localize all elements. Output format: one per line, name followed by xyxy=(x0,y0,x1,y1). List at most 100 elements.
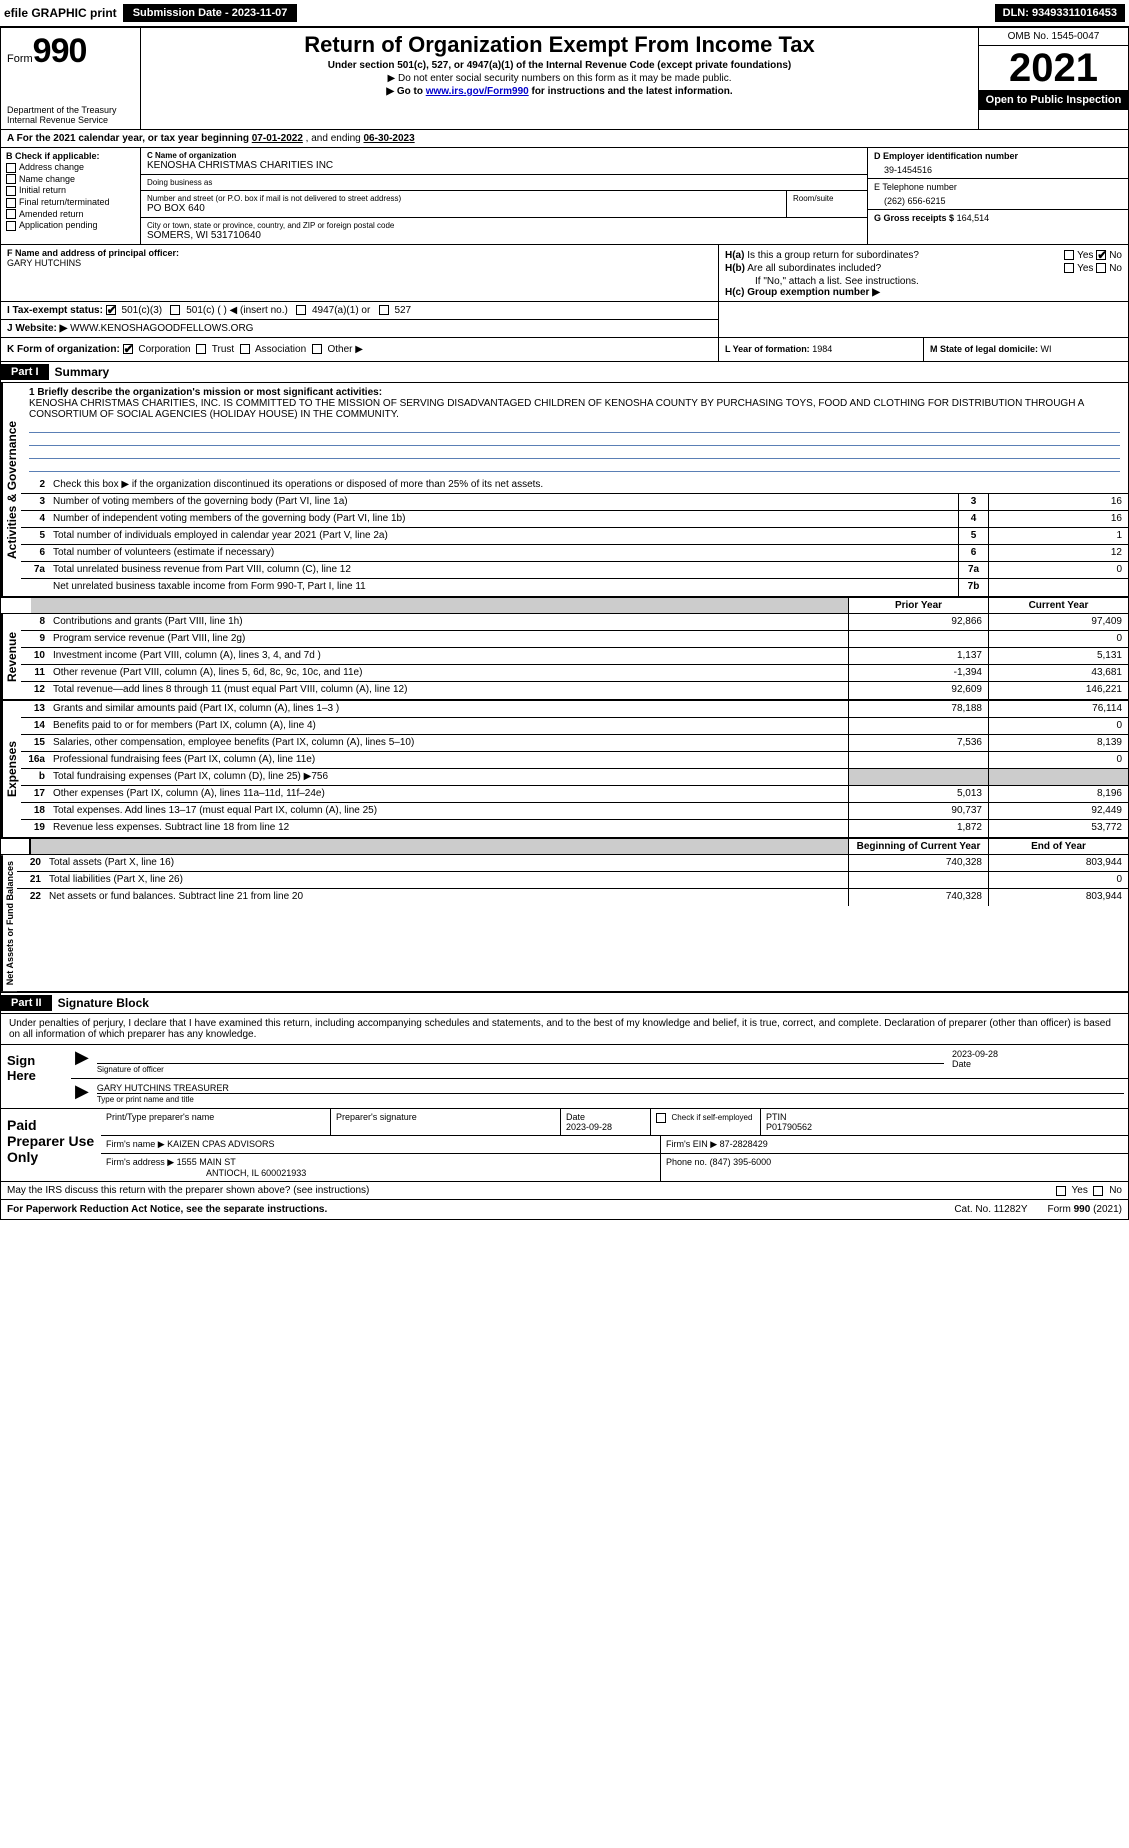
hb-no-lbl: No xyxy=(1109,263,1122,274)
may-discuss-row: May the IRS discuss this return with the… xyxy=(1,1182,1128,1200)
l12t: Total revenue—add lines 8 through 11 (mu… xyxy=(49,682,848,699)
opt-501c3: 501(c)(3) xyxy=(122,305,163,316)
ha-yes[interactable] xyxy=(1064,250,1074,260)
hc-label: H(c) Group exemption number ▶ xyxy=(725,287,1122,298)
chk-other[interactable] xyxy=(312,344,322,354)
firm-addr2: ANTIOCH, IL 600021933 xyxy=(106,1168,306,1178)
l11c: 43,681 xyxy=(988,665,1128,681)
chk-4947[interactable] xyxy=(296,305,306,315)
l12c: 146,221 xyxy=(988,682,1128,699)
l14t: Benefits paid to or for members (Part IX… xyxy=(49,718,848,734)
chk-pending[interactable] xyxy=(6,221,16,231)
gross-label: G Gross receipts $ xyxy=(874,213,954,223)
line-4t: Number of independent voting members of … xyxy=(49,511,958,527)
chk-501c3[interactable] xyxy=(106,305,116,315)
chk-initial[interactable] xyxy=(6,186,16,196)
preparer-block: Paid Preparer Use Only Print/Type prepar… xyxy=(1,1109,1128,1182)
l19t: Revenue less expenses. Subtract line 18 … xyxy=(49,820,848,837)
officer-label: F Name and address of principal officer: xyxy=(7,248,712,258)
col-b-header: B Check if applicable: xyxy=(6,151,135,161)
part1-title: Summary xyxy=(49,362,116,382)
hb-note: If "No," attach a list. See instructions… xyxy=(725,276,1122,287)
footer: For Paperwork Reduction Act Notice, see … xyxy=(1,1200,1128,1219)
line-7av: 0 xyxy=(988,562,1128,578)
col-prior: Prior Year xyxy=(848,598,988,613)
sign-here-block: Sign Here ▶ Signature of officer 2023-09… xyxy=(1,1045,1128,1109)
dba-label: Doing business as xyxy=(147,178,861,187)
instructions-link-row: ▶ Go to www.irs.gov/Form990 for instruct… xyxy=(149,86,970,97)
hb-no[interactable] xyxy=(1096,263,1106,273)
line-4v: 16 xyxy=(988,511,1128,527)
header-center: Return of Organization Exempt From Incom… xyxy=(141,28,978,129)
submission-date-btn[interactable]: Submission Date - 2023-11-07 xyxy=(123,4,298,22)
l15t: Salaries, other compensation, employee b… xyxy=(49,735,848,751)
opt-527: 527 xyxy=(394,305,411,316)
sig-date: 2023-09-28 xyxy=(952,1049,1124,1059)
line-3v: 16 xyxy=(988,494,1128,510)
part1-header-row: Part I Summary xyxy=(1,362,1128,383)
line-5t: Total number of individuals employed in … xyxy=(49,528,958,544)
phone-value: (262) 656-6215 xyxy=(874,192,1122,206)
ein-label: D Employer identification number xyxy=(874,151,1122,161)
line-7bv xyxy=(988,579,1128,596)
row-a: A For the 2021 calendar year, or tax yea… xyxy=(1,130,1128,148)
phone-label: E Telephone number xyxy=(874,182,1122,192)
header-right: OMB No. 1545-0047 2021 Open to Public In… xyxy=(978,28,1128,129)
l20c: 803,944 xyxy=(988,855,1128,871)
opt-final: Final return/terminated xyxy=(19,197,110,207)
l20t: Total assets (Part X, line 16) xyxy=(45,855,848,871)
opt-trust: Trust xyxy=(212,344,234,355)
prep-name-lbl: Print/Type preparer's name xyxy=(101,1109,331,1135)
tax-year-begin: 07-01-2022 xyxy=(252,133,303,144)
chk-trust[interactable] xyxy=(196,344,206,354)
l10c: 5,131 xyxy=(988,648,1128,664)
chk-final[interactable] xyxy=(6,198,16,208)
may-no[interactable] xyxy=(1093,1186,1103,1196)
ha-no[interactable] xyxy=(1096,250,1106,260)
chk-501c[interactable] xyxy=(170,305,180,315)
l22t: Net assets or fund balances. Subtract li… xyxy=(45,889,848,906)
l9t: Program service revenue (Part VIII, line… xyxy=(49,631,848,647)
arrow-icon: ▶ xyxy=(71,1047,93,1076)
l16ac: 0 xyxy=(988,752,1128,768)
officer-name: GARY HUTCHINS xyxy=(7,258,712,268)
header-row: Form990 Department of the Treasury Inter… xyxy=(1,28,1128,130)
chk-name-change[interactable] xyxy=(6,174,16,184)
l22p: 740,328 xyxy=(848,889,988,906)
col-h: H(a) Is this a group return for subordin… xyxy=(718,245,1128,301)
domicile-label: M State of legal domicile: xyxy=(930,344,1038,354)
chk-assoc[interactable] xyxy=(240,344,250,354)
col-current: Current Year xyxy=(988,598,1128,613)
chk-amended[interactable] xyxy=(6,209,16,219)
chk-527[interactable] xyxy=(379,305,389,315)
section-revenue: Revenue 8Contributions and grants (Part … xyxy=(1,614,1128,701)
firm-addr1: 1555 MAIN ST xyxy=(177,1157,236,1167)
l10p: 1,137 xyxy=(848,648,988,664)
l16at: Professional fundraising fees (Part IX, … xyxy=(49,752,848,768)
firm-ein: 87-2828429 xyxy=(720,1139,768,1149)
l10t: Investment income (Part VIII, column (A)… xyxy=(49,648,848,664)
l8t: Contributions and grants (Part VIII, lin… xyxy=(49,614,848,630)
irs-link[interactable]: www.irs.gov/Form990 xyxy=(426,86,529,97)
may-yes[interactable] xyxy=(1056,1186,1066,1196)
begin-end-header: Beginning of Current Year End of Year xyxy=(1,839,1128,855)
hb-q: H(b) Are all subordinates included? xyxy=(725,263,1064,274)
l18t: Total expenses. Add lines 13–17 (must eq… xyxy=(49,803,848,819)
opt-amended: Amended return xyxy=(19,209,84,219)
line-2: Check this box ▶ if the organization dis… xyxy=(49,477,1128,493)
foot-left: For Paperwork Reduction Act Notice, see … xyxy=(7,1204,934,1215)
part2-badge: Part II xyxy=(1,995,52,1011)
public-inspection: Open to Public Inspection xyxy=(979,90,1128,110)
row-a-pre: A For the 2021 calendar year, or tax yea… xyxy=(7,133,252,144)
opt-assoc: Association xyxy=(255,344,306,355)
chk-self-employed[interactable] xyxy=(656,1113,666,1123)
chk-corp[interactable] xyxy=(123,344,133,354)
foot-center: Cat. No. 11282Y xyxy=(934,1204,1047,1215)
hb-yes[interactable] xyxy=(1064,263,1074,273)
org-name: KENOSHA CHRISTMAS CHARITIES INC xyxy=(147,160,861,171)
l15p: 7,536 xyxy=(848,735,988,751)
l18c: 92,449 xyxy=(988,803,1128,819)
row-ij: I Tax-exempt status: 501(c)(3) 501(c) ( … xyxy=(1,302,1128,338)
chk-address-change[interactable] xyxy=(6,163,16,173)
part1-badge: Part I xyxy=(1,364,49,380)
